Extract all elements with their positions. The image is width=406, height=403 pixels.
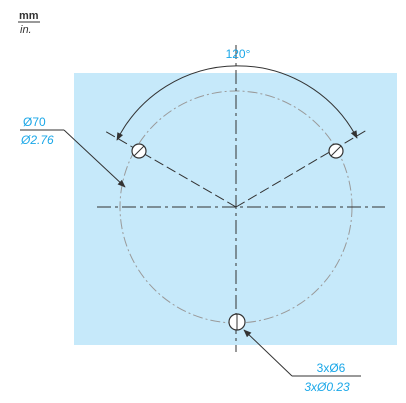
holes-dim-metric: 3xØ6 [317, 361, 346, 375]
hole-upper-right [328, 143, 344, 159]
radial-line-right [235, 129, 368, 208]
unit-mm-label: mm [19, 10, 39, 22]
pitch-circle-leader [63, 129, 126, 188]
unit-in-label: in. [20, 24, 32, 36]
holes-leader [243, 329, 293, 377]
angle-label: 120° [226, 47, 251, 61]
holes-dim-imperial: 3xØ0.23 [304, 380, 350, 394]
pitch-circle-dim-metric: Ø70 [23, 115, 46, 129]
hole-upper-left [131, 143, 147, 159]
hole-bottom [228, 313, 246, 331]
radial-line-left [102, 129, 237, 208]
pitch-circle-dim-imperial: Ø2.76 [20, 133, 54, 147]
angle-arc [116, 65, 358, 141]
